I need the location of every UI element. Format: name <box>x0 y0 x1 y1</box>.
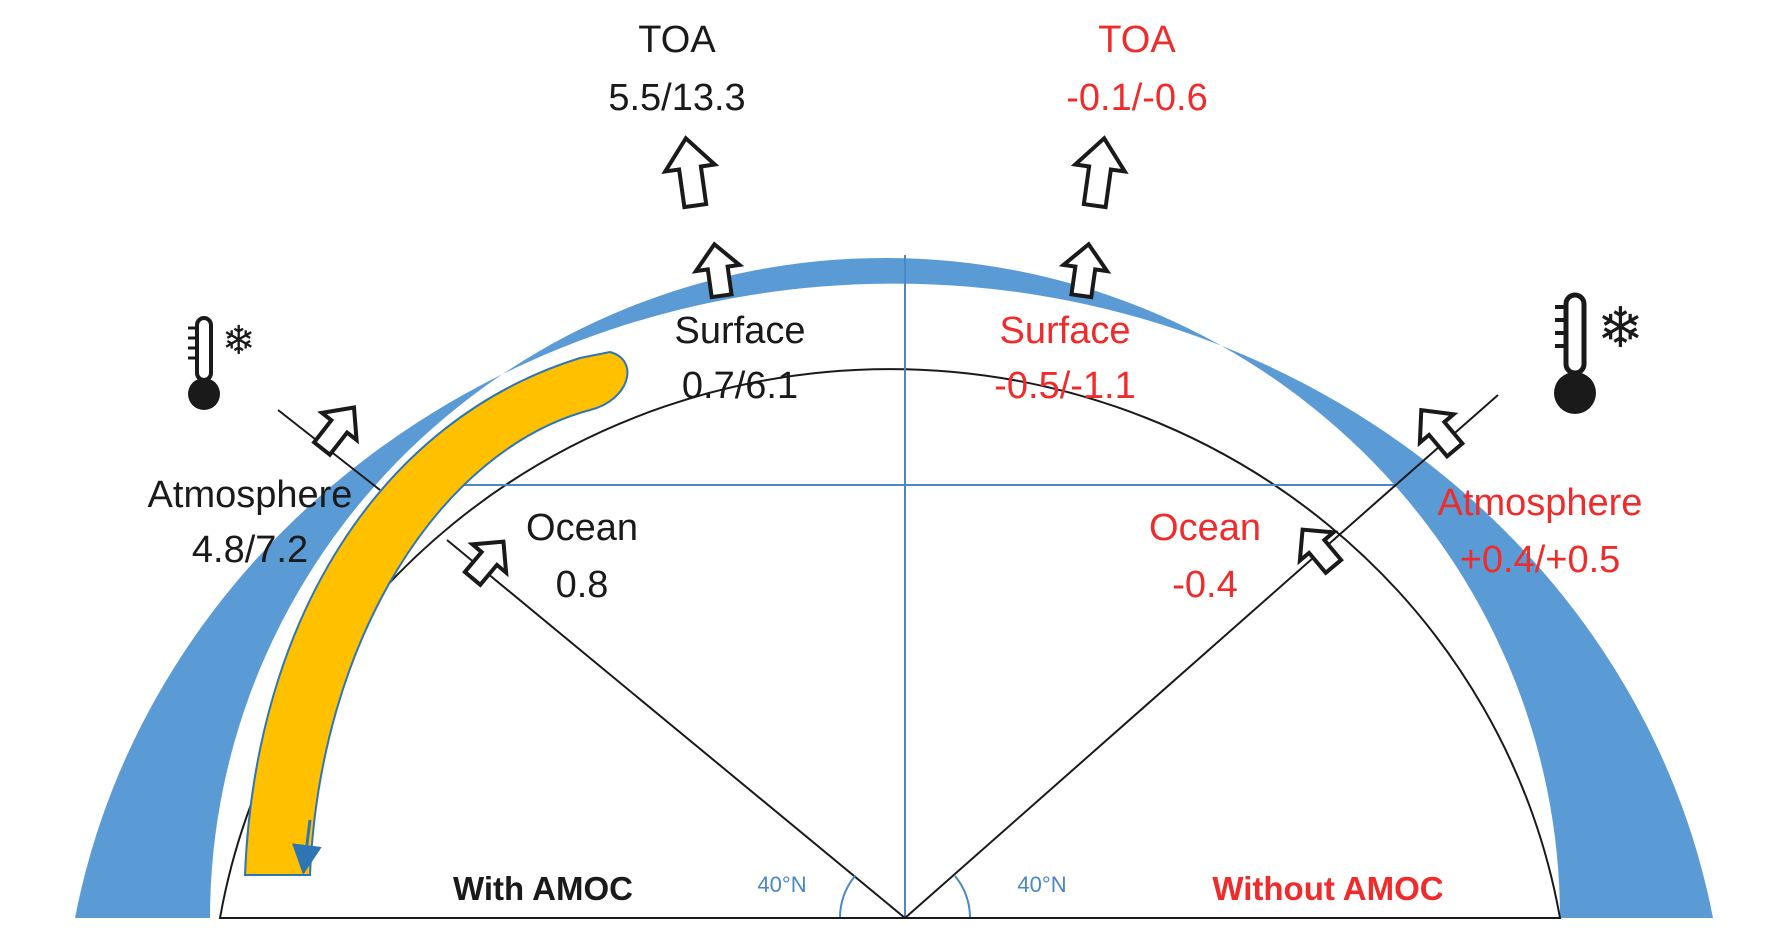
ocean-label-right: Ocean <box>1149 507 1261 549</box>
surface-value-left: 0.7/6.1 <box>682 365 798 407</box>
toa-label-left: TOA <box>638 19 716 61</box>
atmosphere-label-left: Atmosphere <box>148 474 353 516</box>
amoc-current-tip <box>291 819 322 875</box>
svg-text:❄: ❄ <box>1597 296 1644 359</box>
arrow-ocean-left <box>462 539 509 588</box>
arrow-ocean-right <box>1297 527 1344 576</box>
arrow-surface-right <box>1058 241 1112 300</box>
angle-label-right: 40°N <box>1017 872 1066 897</box>
toa-value-left: 5.5/13.3 <box>608 77 745 119</box>
thermometer-snowflake-icon: ❄ <box>1554 292 1644 414</box>
angle-label-left: 40°N <box>757 872 806 897</box>
angle-arc-right <box>954 875 972 919</box>
arrow-atmosphere-left <box>311 405 359 458</box>
thermometer-snowflake-icon: ❄ <box>188 316 256 410</box>
arrow-atmosphere-right <box>1417 407 1466 460</box>
arrow-surface-left <box>691 241 745 300</box>
svg-text:❄: ❄ <box>222 319 256 363</box>
arrow-toa-right <box>1070 135 1129 210</box>
caption-without-amoc: Without AMOC <box>1212 870 1443 907</box>
amoc-current-arrow <box>243 350 629 876</box>
arrow-toa-left <box>661 135 720 210</box>
atmosphere-value-right: +0.4/+0.5 <box>1460 539 1621 581</box>
ocean-label-left: Ocean <box>526 507 638 549</box>
atmosphere-label-right: Atmosphere <box>1438 482 1643 524</box>
surface-label-left: Surface <box>675 310 806 352</box>
toa-value-right: -0.1/-0.6 <box>1066 77 1208 119</box>
caption-with-amoc: With AMOC <box>453 870 633 907</box>
surface-label-right: Surface <box>1000 310 1131 352</box>
ocean-value-left: 0.8 <box>556 564 609 606</box>
toa-label-right: TOA <box>1098 19 1176 61</box>
angle-arc-left <box>838 875 856 919</box>
ocean-value-right: -0.4 <box>1172 564 1237 606</box>
surface-value-right: -0.5/-1.1 <box>994 365 1136 407</box>
atmosphere-value-left: 4.8/7.2 <box>192 529 308 571</box>
latitude-line-left <box>446 539 906 919</box>
